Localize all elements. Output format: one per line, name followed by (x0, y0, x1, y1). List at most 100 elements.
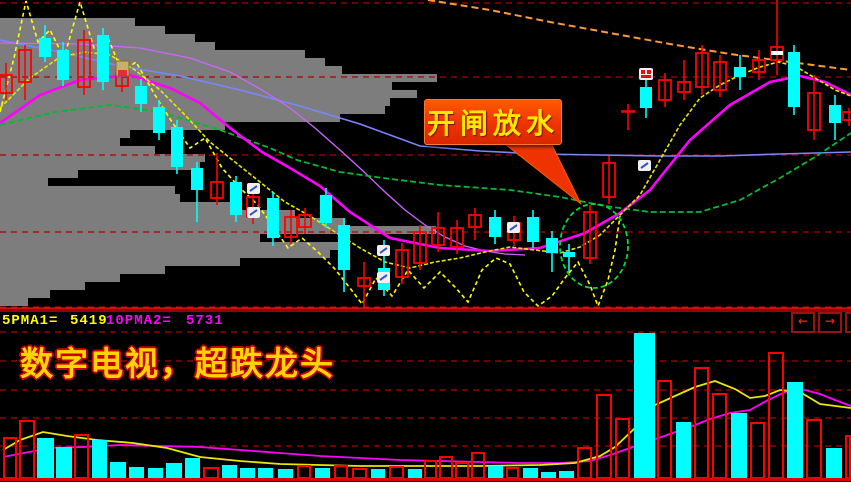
volume-bar-down (488, 466, 503, 478)
dividend-marker-icon (647, 70, 651, 74)
volume-baseline (0, 478, 851, 481)
volume-bar-down (92, 440, 107, 478)
volume-profile-bar (0, 82, 392, 90)
dash-marker-icon (771, 51, 783, 55)
flag-marker-icon (118, 70, 127, 76)
volume-bar-down (185, 458, 200, 478)
volume-profile-bar (0, 98, 390, 106)
volume-bar-down (315, 468, 330, 478)
candle-body-down (171, 127, 183, 167)
volume-profile-bar (0, 130, 130, 138)
volume-bar-down (222, 465, 237, 478)
volume-profile-bar (0, 282, 85, 290)
callout-text: 开闸放水 (426, 109, 559, 140)
scroll-right-button[interactable]: → (818, 312, 842, 333)
ma-blue (0, 39, 851, 157)
volume-bar-down (148, 468, 163, 478)
volume-profile-bar (0, 154, 205, 162)
xd-marker-icon (509, 224, 518, 231)
volume-profile-bar (0, 218, 345, 226)
volume-profile-bar (0, 18, 135, 26)
candle-body-down (527, 217, 539, 242)
candle-body-up (357, 277, 371, 287)
volume-profile-bar (0, 298, 28, 306)
candle-body-up (602, 162, 616, 198)
volume-profile-bar (0, 266, 165, 274)
volume-profile-bar (0, 226, 436, 234)
volume-bar-down (166, 463, 182, 478)
volume-profile-bar (0, 66, 342, 74)
candle-body-down (734, 67, 746, 77)
panel-separator (0, 308, 851, 312)
xd-marker-icon (379, 247, 388, 254)
ma1-label: 5PMA1= (2, 313, 59, 329)
ma2-value: 5731 (186, 313, 224, 329)
candle-body-up (677, 81, 691, 93)
volume-profile-bar (0, 26, 165, 34)
candle-body-up (468, 214, 482, 228)
candle-body-up (450, 227, 464, 248)
xd-marker-icon (249, 185, 258, 192)
volume-profile-bar (0, 258, 240, 266)
volume-profile-bar (0, 138, 120, 146)
volume-bar-down (559, 471, 574, 478)
candle-body-down (135, 86, 147, 104)
volume-profile-bar (0, 122, 225, 130)
volume-profile-bar (0, 90, 417, 98)
candle-body-up (18, 49, 32, 83)
candle-body-down (338, 225, 350, 270)
dividend-marker-icon (641, 70, 645, 74)
volume-bar-down (129, 467, 144, 478)
volume-profile-bar (0, 210, 295, 218)
volume-bar-down (110, 462, 126, 478)
candle-body-down (97, 35, 109, 82)
volume-profile-bar (0, 202, 235, 210)
volume-bar-down (258, 468, 273, 478)
candle-body-down (829, 105, 841, 123)
volume-bar-down (37, 438, 54, 478)
candle-body-down (191, 168, 203, 190)
volume-bar-down (408, 469, 422, 478)
volume-bar-down (787, 382, 803, 478)
candle-body-down (320, 195, 332, 223)
caption-text: 数字电视，超跌龙头 (20, 347, 335, 383)
vol-ma-yellow (2, 380, 851, 467)
volume-bar-down (240, 468, 255, 478)
xd-marker-icon (249, 209, 258, 216)
volume-profile-bar (0, 274, 120, 282)
candle-body-down (153, 107, 165, 133)
candle-body-down (267, 198, 279, 238)
volume-profile-bar (0, 194, 180, 202)
scroll-left-button[interactable]: ← (791, 312, 815, 333)
highlight-ellipse (559, 203, 629, 289)
volume-bar-down (731, 413, 747, 478)
volume-bar-down (371, 469, 385, 478)
candle-body-up (658, 79, 672, 101)
volume-profile-bar (0, 106, 385, 114)
volume-bar-down (826, 448, 842, 478)
candle-body-up (0, 74, 13, 94)
candle-body-down (57, 50, 69, 80)
candle-body-down (640, 87, 652, 108)
candle-body-up (431, 227, 445, 246)
candle-body-down (39, 38, 51, 57)
volume-profile-bar (0, 242, 345, 250)
callout-annotation: 开闸放水 (424, 99, 562, 145)
scroll-button-group: ← → ← (791, 312, 851, 333)
volume-bar-down (523, 468, 538, 478)
candle-body-up (395, 249, 409, 278)
candle-body-up (210, 181, 224, 199)
ma1-value: 5419 (70, 313, 108, 329)
candle-body-down (230, 182, 242, 215)
ma-yellow (0, 51, 851, 269)
scroll-more-button[interactable]: ← (845, 312, 851, 333)
ma2-label: 10PMA2= (106, 313, 172, 329)
candle-body-down (489, 217, 501, 237)
candle-body-up (752, 59, 766, 73)
volume-profile-bar (0, 290, 50, 298)
candle-body-up (413, 231, 427, 264)
volume-profile-bar (0, 178, 48, 186)
candle-body-up (583, 211, 597, 259)
